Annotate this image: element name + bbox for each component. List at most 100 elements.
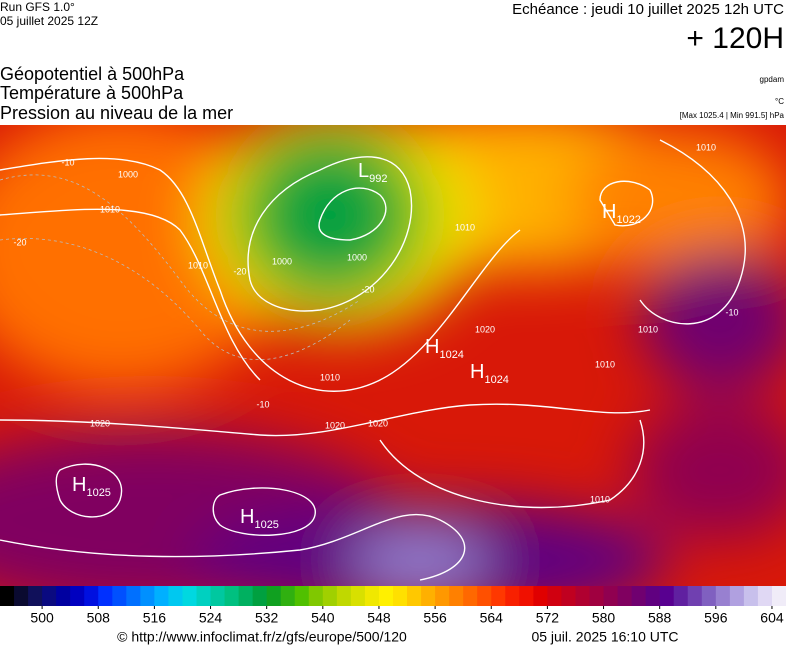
center-letter: L <box>358 160 369 182</box>
temperature-label: -10 <box>725 307 738 317</box>
isobar-label: 1020 <box>475 324 495 334</box>
isobar-label: 1010 <box>188 260 208 270</box>
tick-label: 556 <box>423 610 447 626</box>
color-swatch <box>42 586 57 606</box>
temperature-label: -20 <box>13 237 26 247</box>
isobar-label: 1010 <box>100 204 120 214</box>
center-letter: H <box>470 361 484 383</box>
isobar-label: 1010 <box>595 359 615 369</box>
tick-label: 524 <box>199 610 223 626</box>
color-swatch <box>631 586 647 606</box>
isobar-label: 1010 <box>590 494 610 504</box>
pressure-center: H1025 <box>240 506 279 531</box>
tick-label: 548 <box>367 610 391 626</box>
color-swatch <box>645 586 661 606</box>
temperature-label: -10 <box>61 157 74 167</box>
pressure-center: L992 <box>358 160 387 185</box>
tick-label: 572 <box>536 610 560 626</box>
isobar-label: 1010 <box>320 372 340 382</box>
range: [Max 1025.4 | Min 991.5] hPa <box>680 111 785 120</box>
tick-label: 540 <box>311 610 335 626</box>
isobar-label: 1020 <box>368 418 388 428</box>
color-swatch <box>154 586 169 606</box>
pressure-center: H1025 <box>72 474 111 499</box>
color-swatch <box>477 586 492 606</box>
isobar-label: 1000 <box>272 256 292 266</box>
pressure-center: H1024 <box>470 361 509 386</box>
run-date: 05 juillet 2025 12Z <box>0 14 98 28</box>
color-swatch <box>449 586 464 606</box>
color-swatch <box>322 586 338 606</box>
center-letter: H <box>72 474 86 496</box>
field: Pression au niveau de la mer <box>0 103 233 123</box>
color-swatch <box>701 586 717 606</box>
isobar-label: 1000 <box>118 169 138 179</box>
forecast: Echéance : jeudi 10 juillet 2025 12h UTC <box>512 1 784 18</box>
color-swatch <box>140 586 155 606</box>
color-swatch <box>280 586 296 606</box>
color-swatch <box>505 586 520 606</box>
tick-label: 588 <box>648 610 672 626</box>
tick-label: 516 <box>143 610 167 626</box>
color-swatch <box>547 586 562 606</box>
isobar-label: 1020 <box>325 420 345 430</box>
color-swatch <box>168 586 183 606</box>
color-swatch <box>378 586 394 606</box>
color-swatch <box>463 586 478 606</box>
center-value: 1025 <box>86 487 110 499</box>
field: Température à 500hPa <box>0 83 184 103</box>
center-value: 1022 <box>616 214 640 226</box>
map: L992 H1022 H1024 H1024 H1025 H1025 1000 … <box>0 125 786 586</box>
color-swatch <box>112 586 127 606</box>
color-swatch <box>687 586 703 606</box>
center-value: 1024 <box>484 374 508 386</box>
temperature-label: -10 <box>256 399 269 409</box>
tick-label: 564 <box>480 610 504 626</box>
color-swatch <box>224 586 240 606</box>
color-swatch <box>56 586 71 606</box>
color-swatch <box>70 586 85 606</box>
color-swatch <box>589 586 605 606</box>
color-swatch <box>421 586 436 606</box>
color-swatch <box>491 586 506 606</box>
footer-timestamp: 05 juil. 2025 16:10 UTC <box>531 629 678 645</box>
isobar-label: 1020 <box>90 418 110 428</box>
color-swatch <box>350 586 366 606</box>
tick-label: 604 <box>760 610 784 626</box>
color-swatch <box>407 586 422 606</box>
tick-label: 508 <box>87 610 111 626</box>
center-value: 1024 <box>439 349 463 361</box>
color-swatch <box>435 586 450 606</box>
color-swatch <box>659 586 675 606</box>
tick-label: 532 <box>255 610 279 626</box>
color-swatch <box>603 586 619 606</box>
color-swatch <box>715 586 731 606</box>
center-value: 992 <box>369 173 387 185</box>
color-swatch <box>28 586 43 606</box>
color-swatch <box>98 586 113 606</box>
isobar-label: 1010 <box>455 222 475 232</box>
color-swatch <box>210 586 226 606</box>
tick-label: 580 <box>592 610 616 626</box>
color-swatch <box>757 586 773 606</box>
pressure-center: H1024 <box>425 336 464 361</box>
color-swatch <box>575 586 590 606</box>
color-swatch <box>252 586 268 606</box>
isobar-label: 1000 <box>347 252 367 262</box>
color-swatch <box>0 586 15 606</box>
color-swatch <box>182 586 197 606</box>
tick-label: 500 <box>30 610 54 626</box>
color-swatch <box>364 586 380 606</box>
color-swatch <box>743 586 759 606</box>
color-swatch <box>266 586 282 606</box>
color-swatch <box>393 586 408 606</box>
pressure-center: H1022 <box>602 201 641 226</box>
color-swatch <box>126 586 141 606</box>
field: Géopotentiel à 500hPa <box>0 64 185 84</box>
color-swatch <box>617 586 633 606</box>
color-swatch <box>519 586 534 606</box>
lead-time: + 120H <box>686 22 784 55</box>
color-swatch <box>14 586 29 606</box>
color-swatch <box>308 586 324 606</box>
